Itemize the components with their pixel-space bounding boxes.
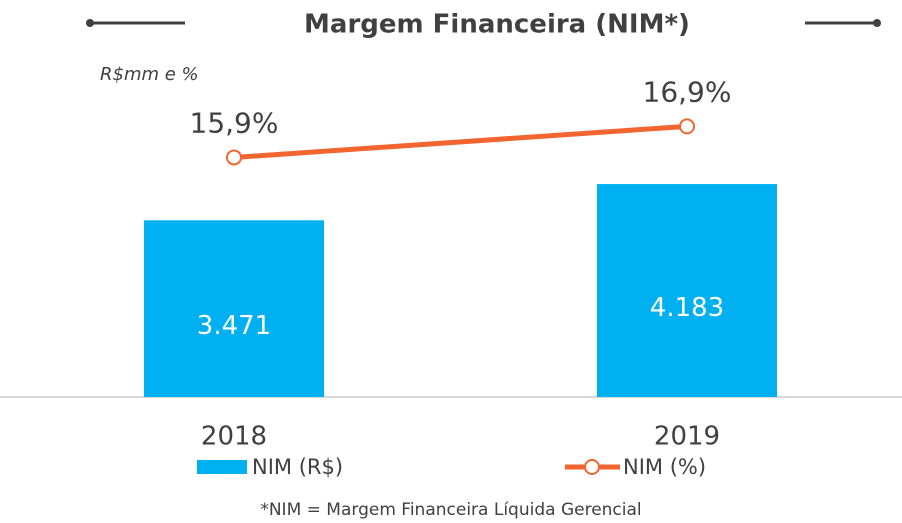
title-decoration — [86, 19, 94, 27]
line-point — [679, 118, 695, 135]
bar-value-label: 4.183 — [650, 293, 724, 323]
line — [233, 123, 688, 160]
line-value-label: 16,9% — [643, 75, 732, 108]
legend-swatch — [584, 459, 600, 475]
x-tick-label: 2018 — [201, 422, 267, 452]
title-decoration — [873, 19, 881, 27]
footnote: *NIM = Margem Financeira Líquida Gerenci… — [260, 500, 641, 520]
unit-label: R$mm e % — [100, 64, 199, 85]
line-point — [226, 149, 242, 166]
legend-label: NIM (R$) — [252, 455, 343, 479]
bar-value-label: 3.471 — [197, 311, 271, 341]
chart-title: Margem Financeira (NIM*) — [304, 10, 690, 40]
legend-label: NIM (%) — [623, 455, 706, 479]
bar — [144, 220, 324, 397]
bar — [597, 184, 777, 397]
x-tick-label: 2019 — [654, 422, 720, 452]
legend-swatch — [197, 460, 247, 474]
line-value-label: 15,9% — [190, 106, 279, 139]
